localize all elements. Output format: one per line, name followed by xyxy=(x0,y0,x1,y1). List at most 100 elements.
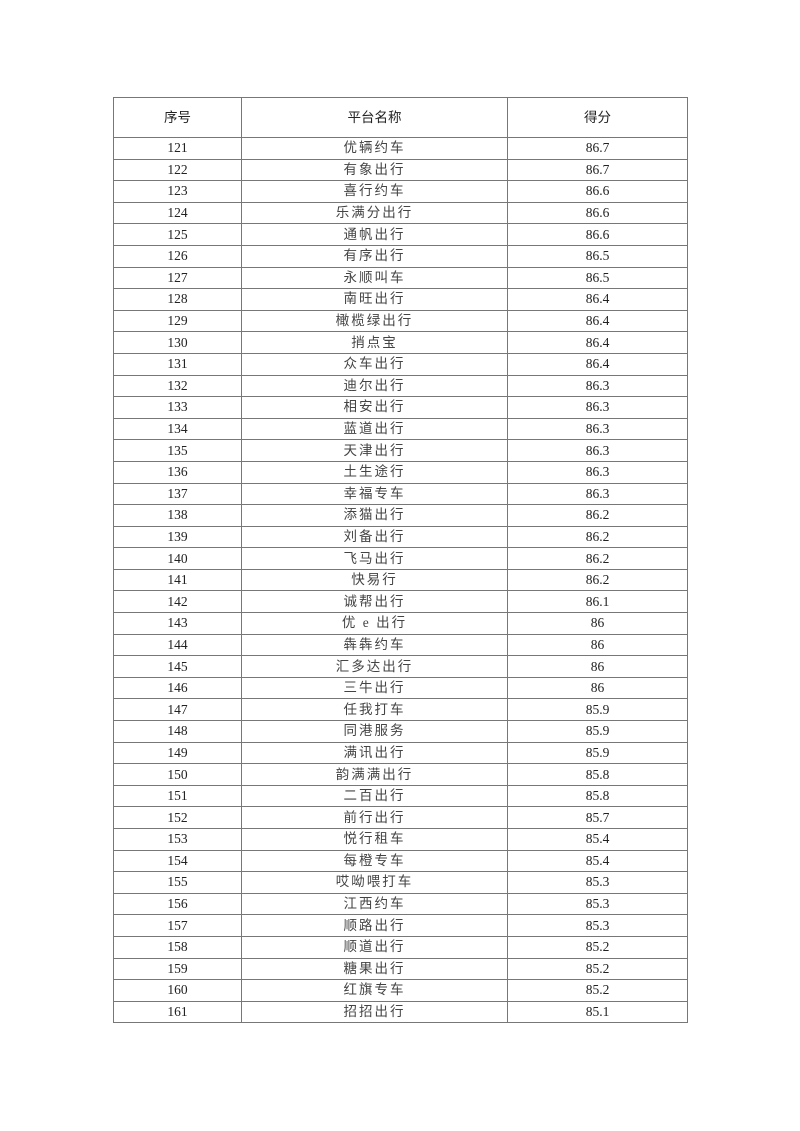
cell-score: 85.8 xyxy=(507,784,688,808)
cell-index: 123 xyxy=(113,180,242,203)
cell-score: 85.2 xyxy=(507,979,688,1002)
cell-platform-name: 捎点宝 xyxy=(241,331,508,354)
table-row: 128 南旺出行 86.4 xyxy=(113,288,688,311)
cell-score: 85.2 xyxy=(507,957,688,981)
header-row: 序号 平台名称 得分 xyxy=(113,97,688,138)
cell-index: 151 xyxy=(113,784,242,808)
cell-score: 86.6 xyxy=(507,223,688,246)
cell-platform-name: 韵满满出行 xyxy=(241,763,508,786)
cell-index: 144 xyxy=(113,633,242,657)
ranking-table: 序号 平台名称 得分 121 优辆约车 86.7 122 有象出行 86.7 123 喜行约车… xyxy=(113,97,688,1024)
table-row: 160 红旗专车 85.2 xyxy=(113,979,688,1002)
cell-score: 86.2 xyxy=(507,547,688,570)
cell-score: 86.6 xyxy=(507,201,688,225)
cell-index: 155 xyxy=(113,871,242,894)
table-row: 157 顺路出行 85.3 xyxy=(113,914,688,937)
cell-index: 135 xyxy=(113,439,242,462)
cell-score: 85.4 xyxy=(507,828,688,851)
cell-platform-name: 汇多达出行 xyxy=(241,655,508,678)
table-row: 144 犇犇约车 86 xyxy=(113,633,688,657)
cell-score: 85.7 xyxy=(507,806,688,829)
cell-index: 146 xyxy=(113,676,242,700)
table-row: 151 二百出行 85.8 xyxy=(113,784,688,808)
table-row: 135 天津出行 86.3 xyxy=(113,439,688,462)
cell-index: 137 xyxy=(113,482,242,506)
cell-platform-name: 有象出行 xyxy=(241,158,508,182)
cell-score: 86.1 xyxy=(507,590,688,614)
cell-index: 152 xyxy=(113,806,242,829)
cell-platform-name: 快易行 xyxy=(241,568,508,592)
cell-index: 139 xyxy=(113,525,242,549)
table-row: 122 有象出行 86.7 xyxy=(113,158,688,182)
cell-score: 86.2 xyxy=(507,504,688,527)
cell-index: 134 xyxy=(113,417,242,441)
cell-score: 86 xyxy=(507,633,688,657)
cell-index: 133 xyxy=(113,396,242,419)
cell-score: 85.3 xyxy=(507,892,688,916)
cell-platform-name: 顺道出行 xyxy=(241,935,508,959)
cell-platform-name: 相安出行 xyxy=(241,396,508,419)
table-row: 140 飞马出行 86.2 xyxy=(113,547,688,570)
cell-index: 130 xyxy=(113,331,242,354)
cell-platform-name: 优辆约车 xyxy=(241,137,508,160)
table-row: 132 迪尔出行 86.3 xyxy=(113,374,688,398)
cell-index: 148 xyxy=(113,720,242,743)
cell-index: 121 xyxy=(113,137,242,160)
table-body: 121 优辆约车 86.7 122 有象出行 86.7 123 喜行约车 86.6 124 乐满分出… xyxy=(113,137,688,1024)
table-row: 150 韵满满出行 85.8 xyxy=(113,763,688,786)
cell-score: 86.3 xyxy=(507,417,688,441)
table-row: 149 满讯出行 85.9 xyxy=(113,741,688,765)
header-platform-name: 平台名称 xyxy=(241,97,508,138)
cell-score: 85.9 xyxy=(507,741,688,765)
cell-index: 125 xyxy=(113,223,242,246)
table-row: 124 乐满分出行 86.6 xyxy=(113,201,688,225)
table-row: 161 招招出行 85.1 xyxy=(113,1000,688,1024)
table-row: 131 众车出行 86.4 xyxy=(113,352,688,376)
cell-index: 124 xyxy=(113,201,242,225)
cell-score: 86.4 xyxy=(507,288,688,311)
cell-platform-name: 三牛出行 xyxy=(241,676,508,700)
cell-platform-name: 通帆出行 xyxy=(241,223,508,246)
cell-score: 85.9 xyxy=(507,720,688,743)
cell-score: 85.9 xyxy=(507,698,688,722)
cell-index: 156 xyxy=(113,892,242,916)
table-row: 159 糖果出行 85.2 xyxy=(113,957,688,981)
cell-index: 145 xyxy=(113,655,242,678)
cell-score: 85.1 xyxy=(507,1000,688,1024)
cell-score: 85.3 xyxy=(507,914,688,937)
header-index: 序号 xyxy=(113,97,242,138)
cell-platform-name: 幸福专车 xyxy=(241,482,508,506)
table-row: 127 永顺叫车 86.5 xyxy=(113,266,688,290)
cell-platform-name: 悦行租车 xyxy=(241,828,508,851)
cell-platform-name: 招招出行 xyxy=(241,1000,508,1024)
cell-score: 86.3 xyxy=(507,439,688,462)
table-row: 147 任我打车 85.9 xyxy=(113,698,688,722)
cell-platform-name: 天津出行 xyxy=(241,439,508,462)
cell-index: 141 xyxy=(113,568,242,592)
cell-score: 85.8 xyxy=(507,763,688,786)
table-row: 155 哎呦喂打车 85.3 xyxy=(113,871,688,894)
cell-index: 126 xyxy=(113,244,242,268)
table-row: 129 橄榄绿出行 86.4 xyxy=(113,309,688,333)
cell-platform-name: 飞马出行 xyxy=(241,547,508,570)
cell-platform-name: 有序出行 xyxy=(241,244,508,268)
cell-platform-name: 众车出行 xyxy=(241,352,508,376)
cell-platform-name: 满讯出行 xyxy=(241,741,508,765)
table-row: 133 相安出行 86.3 xyxy=(113,396,688,419)
cell-platform-name: 哎呦喂打车 xyxy=(241,871,508,894)
cell-platform-name: 糖果出行 xyxy=(241,957,508,981)
cell-index: 147 xyxy=(113,698,242,722)
cell-score: 86.3 xyxy=(507,396,688,419)
table-row: 125 通帆出行 86.6 xyxy=(113,223,688,246)
cell-score: 86.7 xyxy=(507,158,688,182)
cell-score: 86.3 xyxy=(507,482,688,506)
cell-score: 85.3 xyxy=(507,871,688,894)
cell-index: 149 xyxy=(113,741,242,765)
cell-score: 86.5 xyxy=(507,244,688,268)
cell-index: 160 xyxy=(113,979,242,1002)
cell-score: 86.7 xyxy=(507,137,688,160)
cell-platform-name: 永顺叫车 xyxy=(241,266,508,290)
cell-index: 138 xyxy=(113,504,242,527)
cell-index: 129 xyxy=(113,309,242,333)
cell-score: 85.2 xyxy=(507,935,688,959)
